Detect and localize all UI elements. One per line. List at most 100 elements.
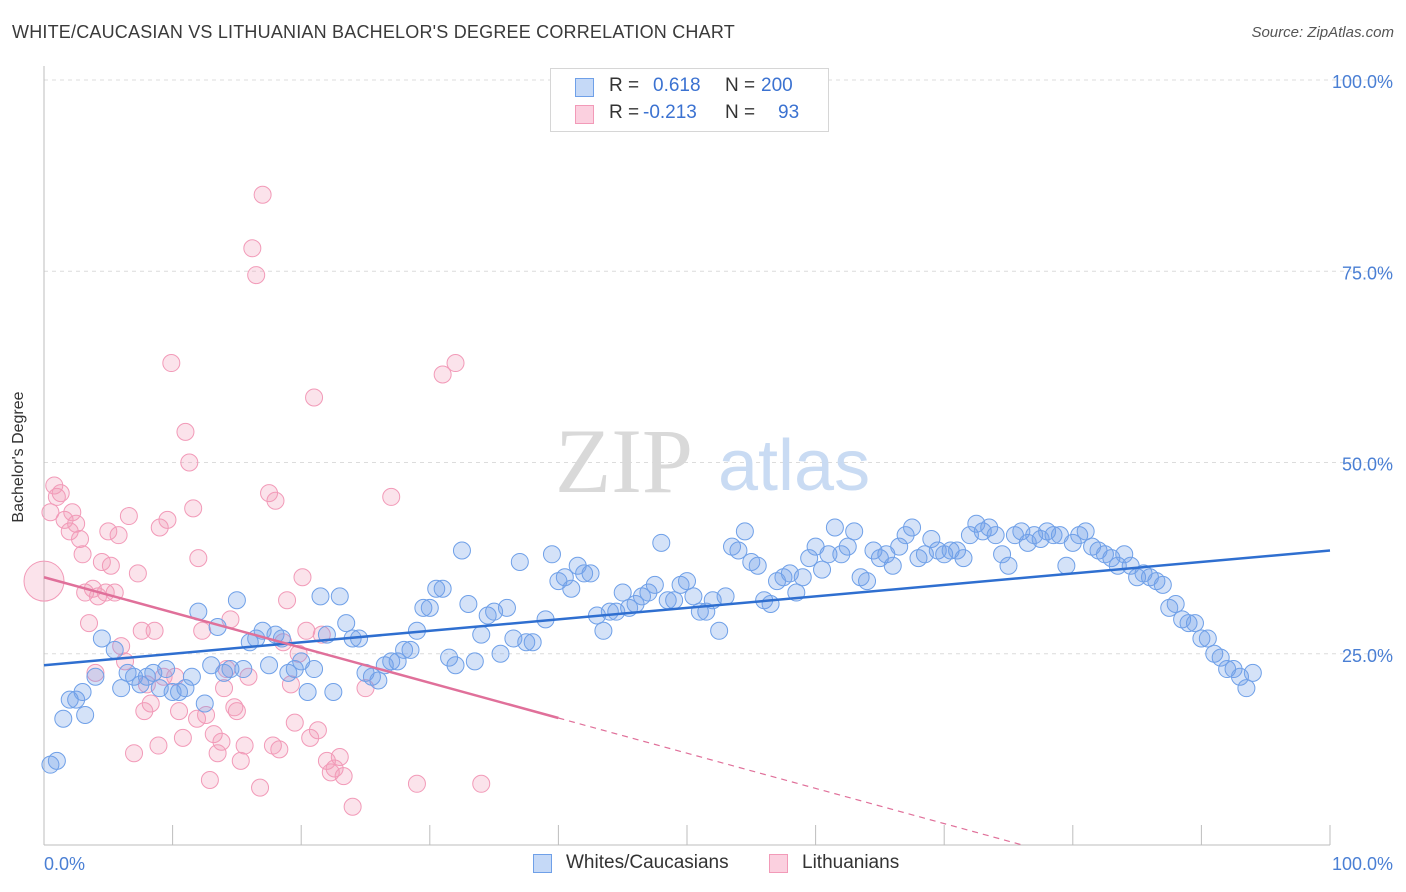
point-whites [999, 556, 1018, 575]
point-lithuanians [99, 522, 118, 541]
point-lithuanians [243, 239, 262, 258]
point-lithuanians [86, 663, 105, 682]
point-lithuanians [343, 797, 362, 816]
point-whites [131, 675, 150, 694]
point-lithuanians [215, 679, 234, 698]
point-whites [497, 598, 516, 617]
point-lithuanians [63, 503, 82, 522]
point-whites [1076, 522, 1095, 541]
point-whites [1243, 663, 1262, 682]
point-whites [858, 572, 877, 591]
source-label: Source: ZipAtlas.com [1251, 24, 1394, 41]
point-whites [176, 679, 195, 698]
bottom-legend-swatch-whites [533, 854, 552, 873]
point-lithuanians [308, 721, 327, 740]
point-whites [76, 705, 95, 724]
point-lithuanians [184, 499, 203, 518]
legend-r-value: -0.213 [643, 102, 697, 123]
point-whites [112, 679, 131, 698]
point-lithuanians [193, 621, 212, 640]
point-lithuanians [162, 354, 181, 373]
point-lithuanians [45, 476, 64, 495]
point-whites [838, 537, 857, 556]
y-tick-label: 75.0% [1342, 263, 1393, 283]
series-lithuanians-points [23, 185, 491, 816]
x-tick-label-min: 0.0% [44, 854, 85, 874]
bottom-legend-label-lithuanians: Lithuanians [802, 852, 900, 873]
point-whites [652, 533, 671, 552]
point-whites [1115, 545, 1134, 564]
y-tick-label: 25.0% [1342, 646, 1393, 666]
point-lithuanians [330, 748, 349, 767]
point-lithuanians [67, 514, 86, 533]
point-whites [575, 564, 594, 583]
grid-lines [44, 79, 1395, 655]
point-whites [1192, 629, 1211, 648]
point-whites [330, 587, 349, 606]
point-whites [388, 652, 407, 671]
point-whites [678, 572, 696, 591]
point-lithuanians [382, 487, 401, 506]
point-whites [221, 660, 240, 679]
point-lithuanians [188, 709, 207, 728]
point-lithuanians [80, 614, 99, 633]
point-whites [125, 667, 144, 686]
point-whites [517, 633, 536, 652]
legend-swatch-lithuanians [575, 105, 594, 124]
point-whites [883, 556, 902, 575]
point-whites [324, 683, 343, 701]
point-lithuanians [212, 732, 231, 751]
point-lithuanians [51, 484, 70, 503]
point-whites [819, 545, 838, 564]
point-lithuanians [119, 507, 138, 526]
point-whites [105, 640, 124, 659]
point-whites [260, 656, 279, 675]
point-lithuanians [293, 568, 312, 587]
point-whites [395, 640, 414, 659]
point-whites [465, 652, 484, 671]
point-whites [716, 587, 735, 606]
point-lithuanians [281, 675, 300, 694]
tick-labels: 25.0% 50.0% 75.0% 100.0% 0.0% 100.0% [44, 72, 1393, 874]
chart-title: WHITE/CAUCASIAN VS LITHUANIAN BACHELOR'S… [12, 22, 735, 42]
point-whites [542, 545, 561, 564]
point-whites [954, 549, 973, 568]
point-lithuanians [125, 744, 144, 763]
point-whites [337, 614, 356, 633]
point-whites [1224, 660, 1243, 679]
point-whites [890, 537, 909, 556]
point-whites [305, 660, 324, 679]
point-lithuanians [247, 266, 266, 285]
point-whites [47, 751, 66, 770]
point-whites [92, 629, 111, 648]
legend-n-value: 200 [761, 75, 793, 96]
bottom-legend-swatch-lithuanians [769, 854, 788, 873]
point-whites [285, 660, 304, 679]
point-whites [414, 598, 433, 617]
point-lithuanians [407, 774, 426, 793]
point-whites [86, 667, 105, 686]
point-whites [510, 552, 529, 571]
point-whites [813, 560, 832, 579]
point-whites [748, 556, 767, 575]
point-whites [491, 644, 510, 663]
point-lithuanians [278, 591, 297, 610]
point-lithuanians [101, 556, 120, 575]
legend-n-label: N = [725, 75, 756, 96]
point-lithuanians [297, 621, 316, 640]
point-whites [729, 541, 748, 560]
point-whites [665, 591, 684, 610]
point-lithuanians [472, 774, 491, 793]
point-lithuanians [305, 388, 324, 407]
point-lithuanians [132, 621, 151, 640]
point-whites [157, 660, 176, 679]
point-lithuanians [270, 740, 289, 759]
point-whites [922, 530, 941, 548]
point-lithuanians [204, 725, 223, 744]
point-whites [182, 667, 201, 686]
point-whites [993, 545, 1012, 564]
point-whites [1044, 526, 1063, 545]
point-lithuanians [170, 702, 189, 721]
point-whites [67, 690, 86, 709]
point-lithuanians [253, 185, 272, 204]
